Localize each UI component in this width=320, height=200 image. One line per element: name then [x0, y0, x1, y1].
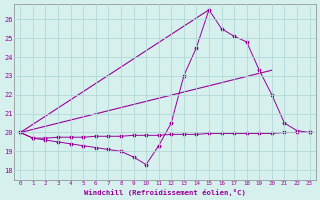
X-axis label: Windchill (Refroidissement éolien,°C): Windchill (Refroidissement éolien,°C) — [84, 189, 246, 196]
